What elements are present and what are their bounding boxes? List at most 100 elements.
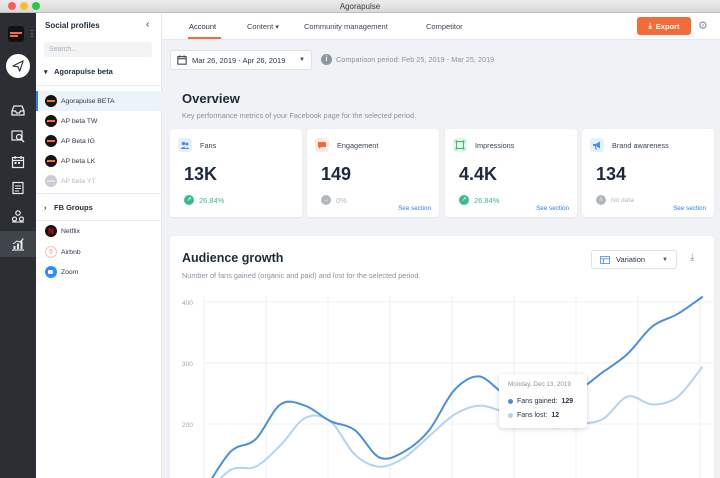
metric-label: Engagement	[337, 141, 379, 150]
crm-icon[interactable]	[0, 203, 36, 229]
metric-value: 149	[321, 164, 352, 184]
metric-delta-value: 26.84%	[199, 195, 225, 205]
y-tick-label: 400	[182, 300, 193, 307]
metric-delta-value: No data	[611, 196, 634, 204]
sidebar-item-label: AP beta TW	[61, 117, 98, 125]
date-range-value: Mar 26, 2019 - Apr 26, 2019	[192, 55, 286, 65]
sidebar-item-label: Airbnb	[61, 248, 81, 256]
metric-value: 4.4K	[459, 164, 498, 184]
tooltip-label: Fans gained:	[517, 398, 558, 405]
sidebar-item-label: AP beta YT	[61, 177, 96, 185]
group-fb-groups[interactable]: › FB Groups	[44, 203, 93, 212]
chart-tooltip: Monday, Dec 13, 2019 Fans gained: 129 Fa…	[499, 374, 587, 428]
tab-account[interactable]: Account	[189, 22, 217, 31]
trend-up-icon: ↗	[459, 195, 469, 205]
tooltip-value: 12	[551, 412, 560, 419]
megaphone-icon	[590, 138, 604, 152]
comparison-period: Comparison period: Feb 25, 2019 - Mar 25…	[336, 55, 495, 64]
sidebar-item-ap-beta-tw[interactable]: AP beta TW	[36, 111, 162, 131]
title-bar: Agorapulse	[0, 0, 720, 13]
calendar-icon[interactable]	[0, 149, 36, 175]
info-icon[interactable]: i	[321, 54, 332, 65]
metric-value: 13K	[184, 164, 218, 184]
airbnb-logo-icon: ◊	[45, 246, 57, 258]
avatar	[45, 95, 57, 107]
metric-card-engagement: Engagement 149 → 0% See section	[307, 129, 439, 217]
download-icon: ⤓	[648, 21, 652, 30]
table-icon	[600, 255, 610, 264]
legend-dot	[508, 399, 513, 404]
reports-icon[interactable]	[0, 231, 36, 257]
metric-card-brand-awareness: Brand awareness 134 i No data See sectio…	[582, 129, 714, 217]
info-icon: i	[596, 195, 606, 205]
sidebar-item-label: AP beta LK	[61, 157, 96, 165]
window-title: Agorapulse	[339, 2, 381, 11]
download-icon[interactable]: ⤓	[690, 252, 695, 263]
fans-gained-series-line[interactable]	[206, 296, 703, 478]
section-title: Audience growth	[182, 251, 284, 265]
fans-lost-series-line[interactable]	[206, 366, 703, 478]
see-section-link[interactable]: See section	[398, 205, 431, 212]
tooltip-label: Fans lost:	[517, 412, 548, 419]
section-subtitle: Number of fans gained (organic and paid)…	[182, 271, 421, 280]
minimize-window-button[interactable]	[20, 2, 28, 10]
avatar	[45, 155, 57, 167]
metric-card-fans: Fans 13K ↗ 26.84%	[170, 129, 302, 217]
chevron-right-icon: ›	[44, 205, 47, 212]
metric-delta: ↗ 26.84%	[184, 195, 224, 205]
chevron-left-icon[interactable]: ‹	[146, 19, 150, 30]
sidebar-item-netflix[interactable]: N Netflix	[36, 221, 162, 241]
calendar-icon	[177, 55, 187, 65]
profile-search-input[interactable]	[44, 42, 152, 57]
logo-icon[interactable]	[8, 26, 24, 42]
y-tick-label: 200	[182, 422, 193, 429]
inbox-icon[interactable]	[0, 97, 36, 123]
tooltip-fans-lost: Fans lost: 12	[508, 412, 559, 419]
tooltip-date: Monday, Dec 13, 2019	[508, 381, 571, 388]
schedule-icon[interactable]	[0, 175, 36, 201]
sidebar-item-ap-beta-yt[interactable]: AP beta YT	[36, 171, 162, 191]
zoom-logo-icon	[45, 266, 57, 278]
tab-competitor[interactable]: Competitor	[426, 22, 463, 31]
zoom-window-button[interactable]	[32, 2, 40, 10]
more-vertical-icon[interactable]: ⋮	[28, 29, 36, 38]
sidebar-item-zoom[interactable]: Zoom	[36, 262, 162, 282]
sidebar-item-label: Netflix	[61, 227, 80, 235]
metric-delta: ↗ 26.84%	[459, 195, 499, 205]
metric-delta: i No data	[596, 195, 634, 205]
sidebar-item-airbnb[interactable]: ◊ Airbnb	[36, 242, 162, 262]
search-listening-icon[interactable]	[0, 123, 36, 149]
tab-community-management[interactable]: Community management	[304, 22, 388, 31]
sidebar-item-ap-beta-lk[interactable]: AP beta LK	[36, 151, 162, 171]
trend-up-icon: ↗	[184, 195, 194, 205]
tab-content[interactable]: Content ▾	[247, 13, 279, 40]
sidebar-header: Social profiles	[45, 21, 100, 30]
date-range-picker[interactable]: Mar 26, 2019 - Apr 26, 2019 ▼	[170, 50, 312, 70]
see-section-link[interactable]: See section	[536, 205, 569, 212]
group-label: FB Groups	[54, 203, 93, 212]
publish-icon[interactable]	[6, 54, 30, 78]
export-button[interactable]: ⤓ Export	[637, 17, 691, 35]
overview-title: Overview	[182, 91, 240, 106]
audience-growth-chart: 400 300 200	[182, 296, 714, 478]
gear-icon[interactable]: ⚙	[698, 20, 708, 32]
metric-value: 134	[596, 164, 627, 184]
export-label: Export	[655, 21, 680, 31]
group-agorapulse-beta[interactable]: ▾ Agorapulse beta	[44, 67, 113, 76]
sidebar-item-agorapulse-beta[interactable]: Agorapulse BETA	[36, 91, 162, 111]
variation-value: Variation	[616, 255, 646, 264]
y-tick-label: 300	[182, 361, 193, 368]
profiles-sidebar: Social profiles ‹ ▾ Agorapulse beta Agora…	[36, 13, 162, 478]
netflix-logo-icon: N	[45, 225, 57, 237]
close-window-button[interactable]	[8, 2, 16, 10]
metric-card-impressions: Impressions 4.4K ↗ 26.84% See section	[445, 129, 577, 217]
engagement-icon	[315, 138, 329, 152]
variation-select[interactable]: Variation ▼	[591, 250, 677, 269]
report-tabs: Account Content ▾ Community management C…	[162, 13, 720, 40]
avatar	[45, 175, 57, 187]
metric-delta: → 0%	[321, 195, 347, 205]
sidebar-item-label: Agorapulse BETA	[61, 97, 115, 105]
see-section-link[interactable]: See section	[673, 205, 706, 212]
fans-icon	[178, 138, 192, 152]
sidebar-item-ap-beta-ig[interactable]: AP Beta IG	[36, 131, 162, 151]
